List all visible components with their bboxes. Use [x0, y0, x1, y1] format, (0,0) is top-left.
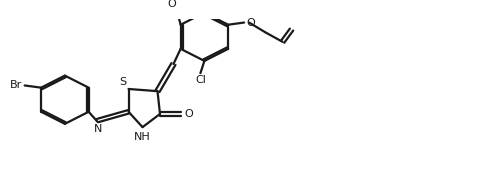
Text: N: N	[93, 124, 102, 134]
Text: O: O	[167, 0, 176, 9]
Text: O: O	[246, 17, 255, 28]
Text: Cl: Cl	[195, 75, 206, 85]
Text: O: O	[185, 109, 193, 119]
Text: NH: NH	[134, 132, 151, 141]
Text: Br: Br	[10, 81, 22, 90]
Text: S: S	[119, 77, 126, 87]
